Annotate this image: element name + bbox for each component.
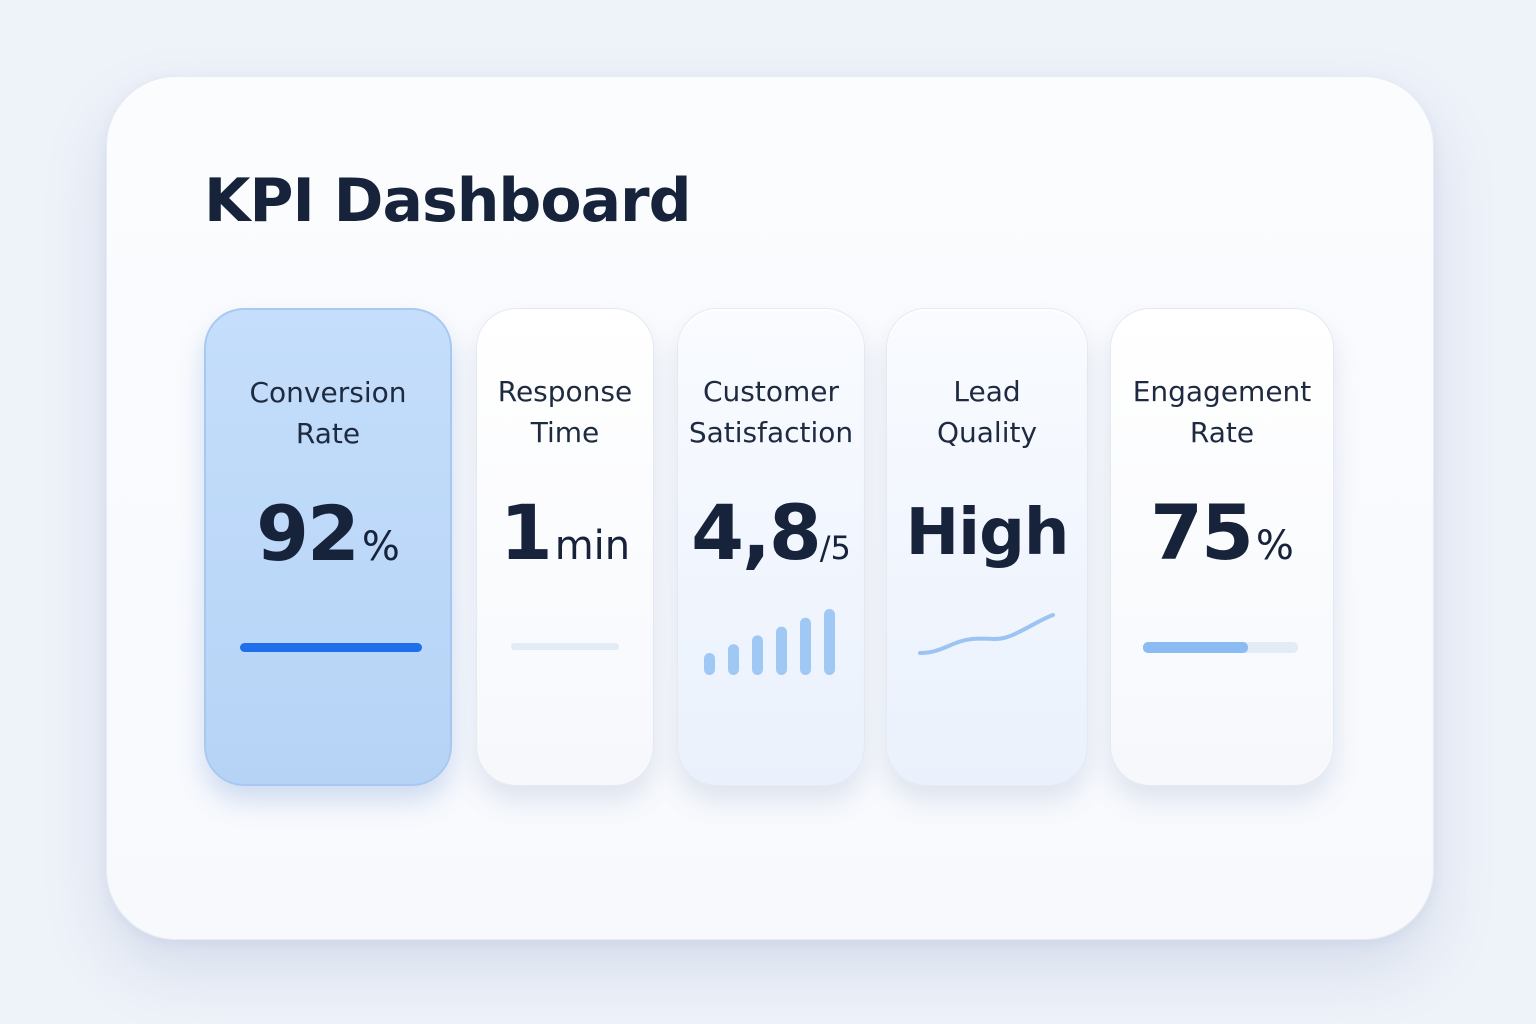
kpi-card-response-time[interactable]: Response Time 1 min [476,308,654,786]
kpi-label-line1: Customer [702,375,839,408]
kpi-value-number: High [905,496,1070,570]
satisfaction-bar [800,617,811,675]
kpi-label-line2: Rate [1189,416,1255,449]
progress-bar [1143,642,1298,653]
kpi-label-line1: Response [497,375,633,408]
kpi-label-line1: Conversion [249,376,407,409]
progress-fill [240,643,422,652]
satisfaction-bar [752,635,763,675]
kpi-value-unit: /5 [819,529,851,567]
kpi-label-line2: Quality [936,416,1038,449]
kpi-value: 4,8/5 [678,485,864,581]
trend-line [918,613,1055,655]
kpi-card-conversion-rate[interactable]: Conversion Rate 92% [204,308,452,786]
kpi-label: Lead Quality [887,371,1087,453]
kpi-value-number: 1 [499,488,553,577]
kpi-label: Customer Satisfaction [678,371,864,453]
satisfaction-bar [704,653,715,675]
kpi-value: High [887,485,1087,581]
progress-bar [511,643,619,650]
page-title: KPI Dashboard [204,166,692,236]
satisfaction-bar-chart [704,609,835,675]
kpi-label-line1: Engagement [1132,375,1312,408]
satisfaction-bar [824,609,835,675]
satisfaction-bar [776,626,787,675]
kpi-label-line1: Lead [953,375,1021,408]
kpi-label-line2: Time [530,416,600,449]
kpi-value-unit: min [554,523,631,569]
progress-bar [240,643,422,652]
kpi-value-number: 4,8 [691,488,822,577]
kpi-card-engagement-rate[interactable]: Engagement Rate 75% [1110,308,1334,786]
trend-line-icon [918,613,1055,655]
kpi-label: Response Time [477,371,653,453]
kpi-label: Engagement Rate [1111,371,1333,453]
kpi-label: Conversion Rate [206,372,450,454]
kpi-card-lead-quality[interactable]: Lead Quality High [886,308,1088,786]
kpi-value-unit: % [361,524,400,570]
kpi-value-number: 75 [1150,488,1254,577]
kpi-value: 75% [1111,485,1333,581]
kpi-value-number: 92 [256,489,360,578]
kpi-value: 92% [206,486,450,582]
kpi-label-line2: Satisfaction [688,416,854,449]
satisfaction-bar [728,644,739,675]
kpi-label-line2: Rate [295,417,361,450]
kpi-value-unit: % [1255,523,1294,569]
kpi-value: 1 min [477,485,653,581]
kpi-card-customer-satisfaction[interactable]: Customer Satisfaction 4,8/5 [677,308,865,786]
progress-fill [1143,642,1249,653]
